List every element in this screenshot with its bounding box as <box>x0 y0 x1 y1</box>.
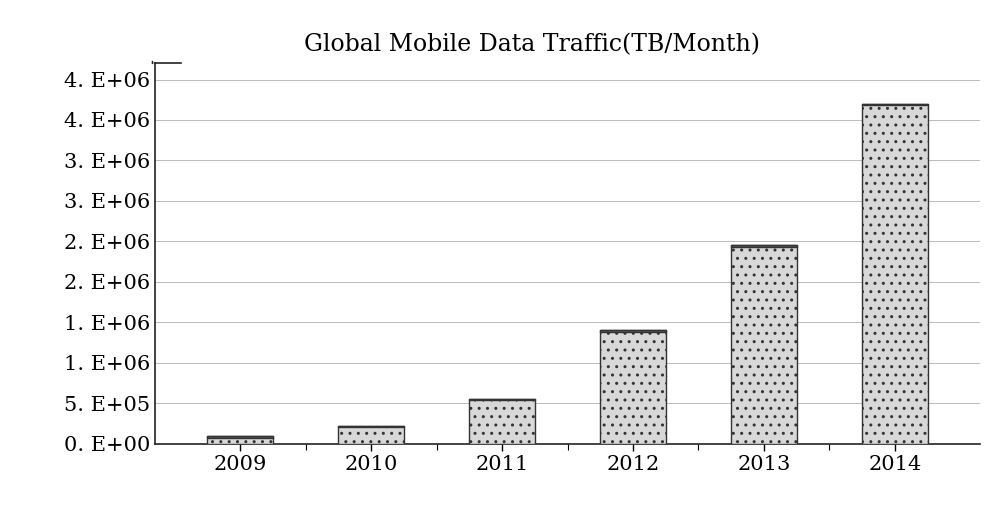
Bar <box>862 104 928 105</box>
Bar <box>862 104 928 444</box>
Text: Global Mobile Data Traffic(TB/Month): Global Mobile Data Traffic(TB/Month) <box>304 33 760 56</box>
Bar <box>731 246 797 247</box>
Bar <box>731 246 797 444</box>
Bar <box>600 331 666 332</box>
Bar <box>338 426 404 427</box>
Bar <box>600 331 666 444</box>
Bar <box>469 399 535 401</box>
Bar <box>338 426 404 444</box>
Bar <box>207 436 273 438</box>
Bar <box>469 399 535 444</box>
Bar <box>207 436 273 444</box>
